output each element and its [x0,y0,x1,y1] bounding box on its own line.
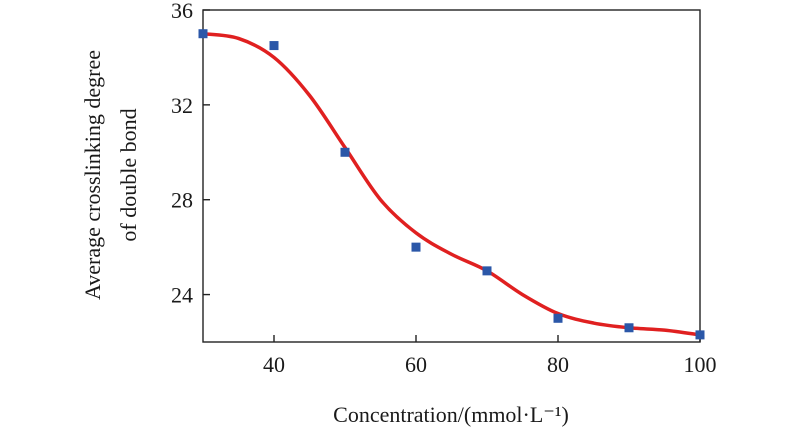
data-point-70 [482,266,492,276]
y-axis-label-line-1: Average crosslinking degree [80,50,105,300]
y-tick-label-28: 28 [171,188,193,213]
x-tick-label-40: 40 [263,352,285,377]
y-tick-label-32: 32 [171,93,193,118]
data-point-40 [269,41,279,51]
y-tick-label-24: 24 [171,283,193,308]
x-tick-label-100: 100 [684,352,717,377]
x-axis-label: Concentration/(mmol·L⁻¹) [333,402,569,427]
y-axis-label: Average crosslinking degree of double bo… [80,50,141,300]
y-axis-label-line-2: of double bond [116,108,141,241]
data-point-50 [340,147,350,157]
plot-frame [202,9,701,343]
data-point-90 [624,323,634,333]
fit-curve-line [201,31,702,337]
data-point-30 [198,29,208,39]
y-tick-label-36: 36 [171,0,193,23]
data-point-60 [411,242,421,252]
x-tick-label-80: 80 [547,352,569,377]
data-point-100 [695,330,705,340]
data-point-80 [553,313,563,323]
x-tick-label-60: 60 [405,352,427,377]
